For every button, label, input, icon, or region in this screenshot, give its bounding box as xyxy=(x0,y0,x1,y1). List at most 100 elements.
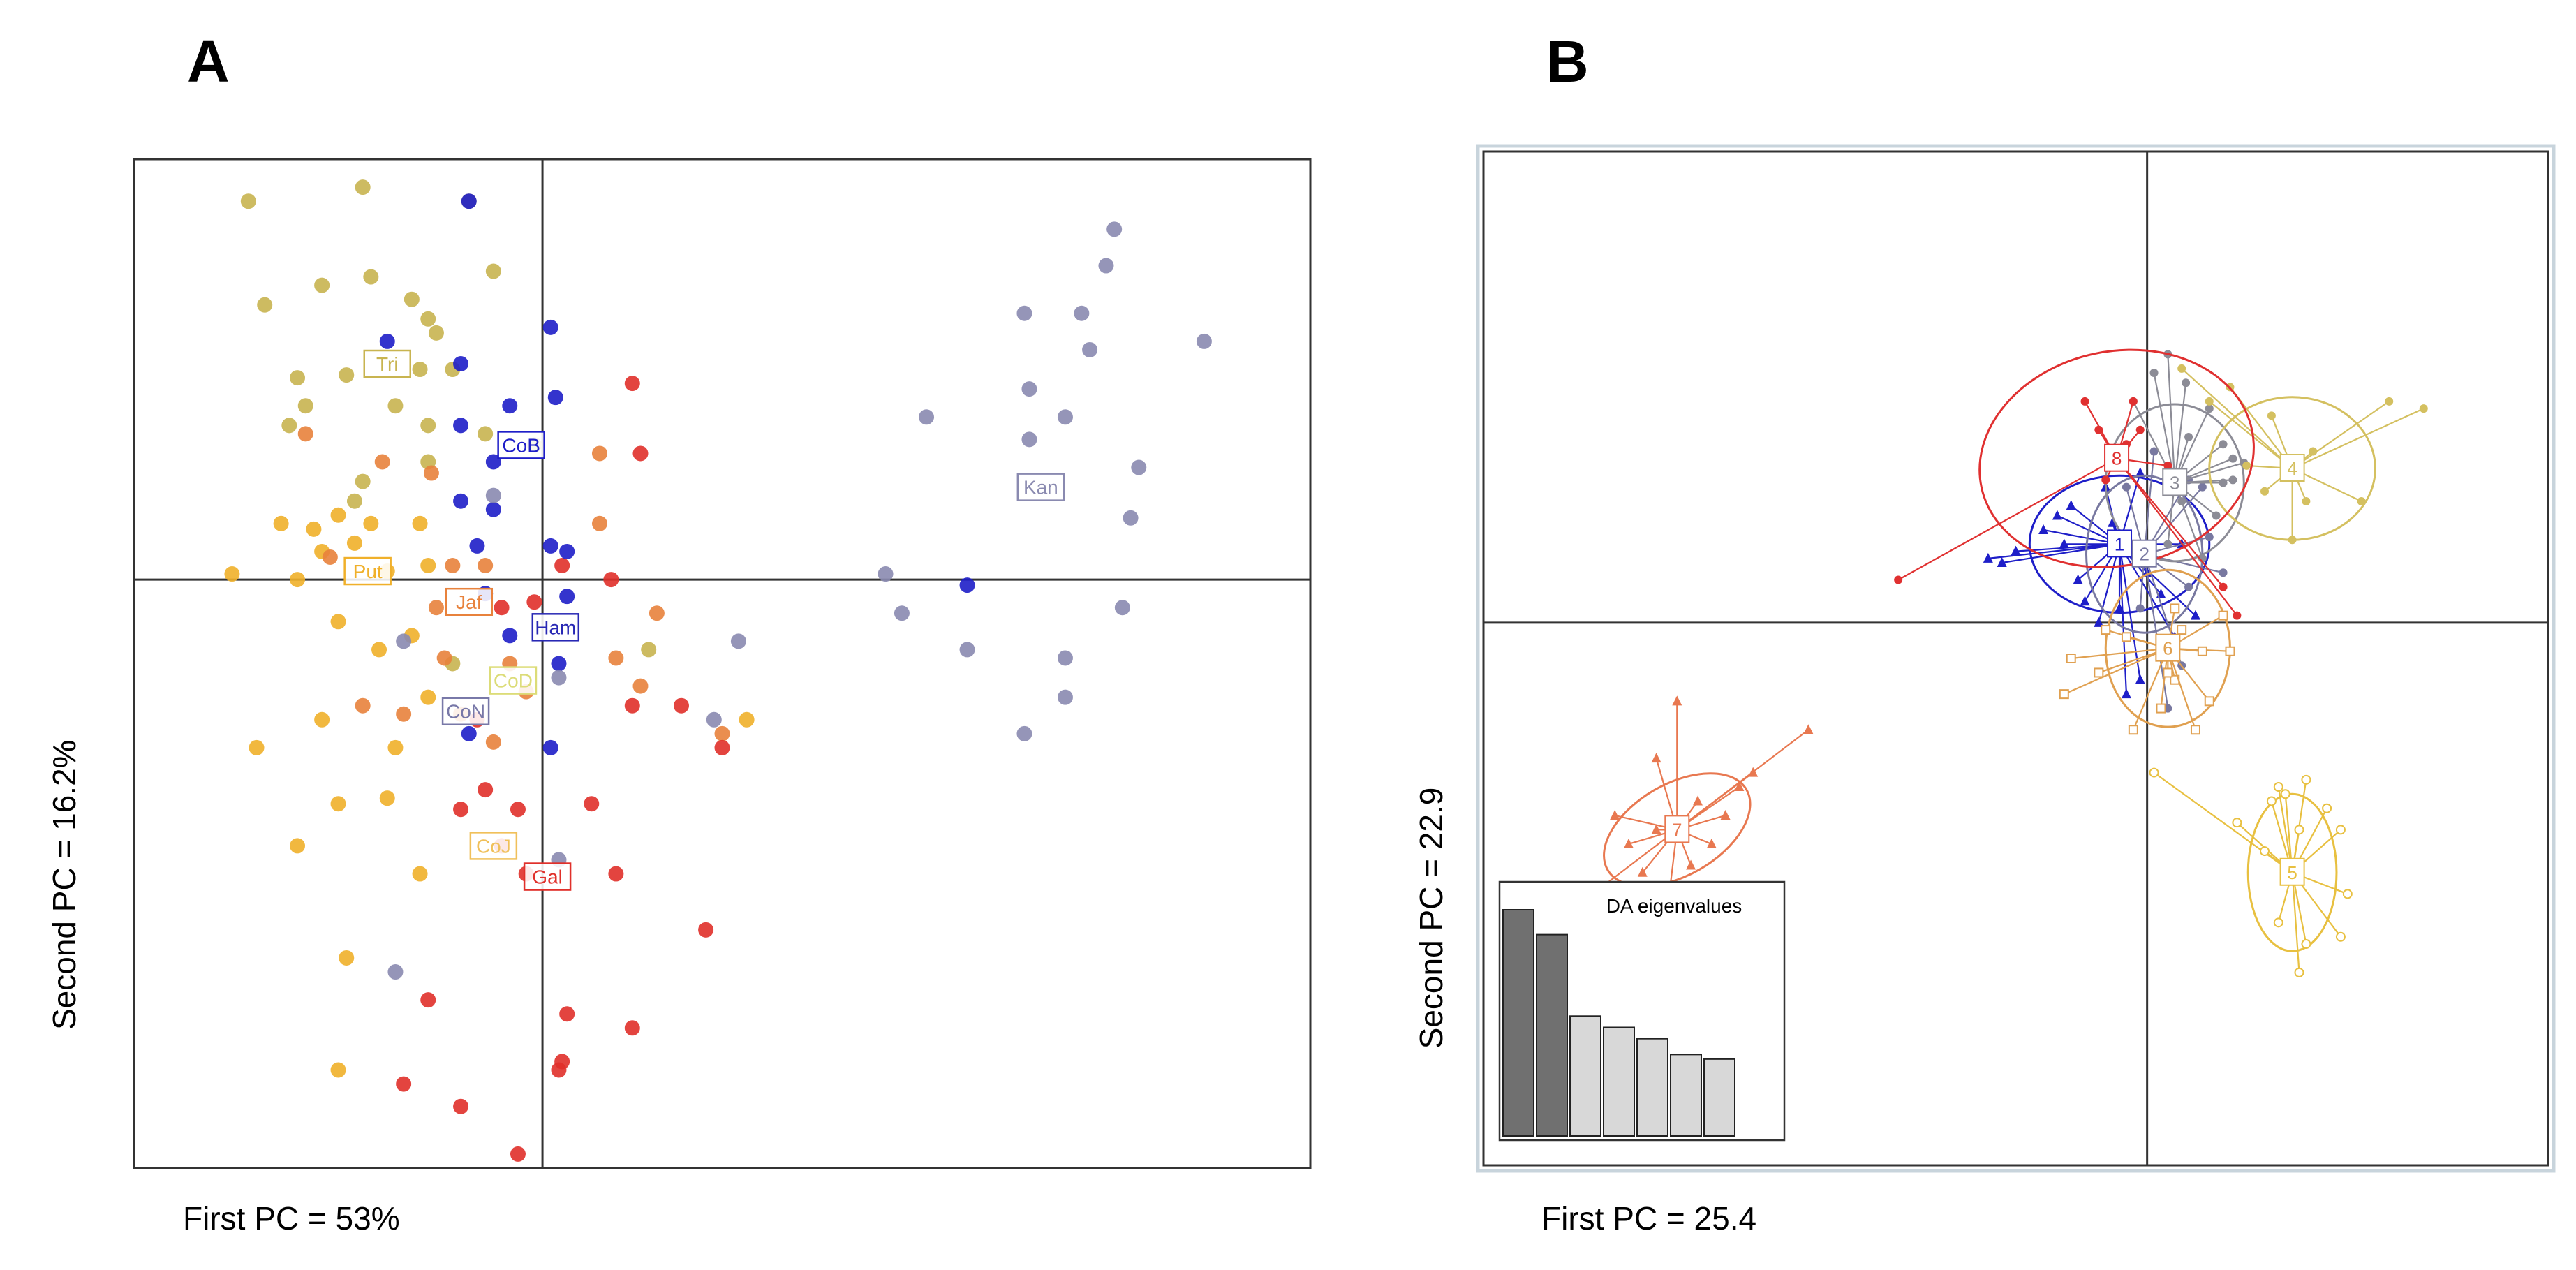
point-group-6 xyxy=(2225,646,2235,656)
label-box-con xyxy=(441,697,490,725)
point-group-6 xyxy=(2128,725,2138,735)
spoke-group-6 xyxy=(2132,648,2169,730)
point-kan xyxy=(1196,333,1212,349)
spoke-group-2 xyxy=(2143,451,2155,554)
point-tri xyxy=(387,398,404,414)
cluster-box-4 xyxy=(2279,454,2305,482)
point-group-4 xyxy=(2419,404,2428,413)
point-gal xyxy=(584,796,600,812)
point-kan xyxy=(894,605,910,621)
point-kan xyxy=(387,964,404,980)
point-kan xyxy=(485,487,501,503)
label-jaf: Jaf xyxy=(456,591,482,613)
point-group-6 xyxy=(2121,632,2131,642)
spoke-group-1 xyxy=(2001,543,2120,564)
point-kan xyxy=(1074,305,1090,321)
point-gal xyxy=(396,1076,412,1092)
point-kan xyxy=(1016,725,1032,741)
point-gal xyxy=(608,866,624,882)
label-box-cod xyxy=(489,666,538,695)
point-kan xyxy=(1021,431,1037,448)
point-group-1 xyxy=(2038,524,2049,534)
label-box-jaf xyxy=(445,587,494,616)
point-put xyxy=(273,515,289,531)
point-tri xyxy=(290,370,306,386)
point-group-1 xyxy=(2073,574,2083,584)
label-tri: Tri xyxy=(376,353,399,375)
spoke-group-1 xyxy=(2043,529,2120,545)
point-put xyxy=(330,796,346,812)
point-cob xyxy=(559,589,575,605)
point-group-5 xyxy=(2335,931,2346,942)
spoke-group-4 xyxy=(2291,400,2390,469)
point-put xyxy=(739,711,755,728)
label-box-put xyxy=(343,556,392,586)
point-group-3 xyxy=(2163,540,2172,549)
label-box-ham xyxy=(531,613,580,642)
spoke-group-3 xyxy=(2174,383,2187,483)
point-group-2 xyxy=(2135,604,2145,613)
point-group-4 xyxy=(2357,497,2366,506)
spoke-group-6 xyxy=(2167,648,2197,730)
point-group-7 xyxy=(1720,809,1731,820)
point-cob xyxy=(547,390,563,406)
point-gal xyxy=(714,739,730,755)
spoke-group-4 xyxy=(2292,408,2425,470)
point-jaf xyxy=(297,426,313,442)
point-group-1 xyxy=(2080,596,2090,606)
point-group-7 xyxy=(1637,866,1648,877)
point-put xyxy=(346,535,362,551)
point-group-3 xyxy=(2149,368,2159,377)
point-group-4 xyxy=(2267,411,2276,420)
point-tri xyxy=(297,398,313,414)
point-group-7 xyxy=(1651,824,1661,834)
point-kan xyxy=(1123,510,1139,526)
point-tri xyxy=(346,493,362,509)
point-group-6 xyxy=(2218,610,2228,621)
label-box-kan xyxy=(1016,473,1065,501)
point-put xyxy=(330,507,346,523)
point-jaf xyxy=(445,558,461,574)
spoke-group-6 xyxy=(2064,647,2168,695)
label-con: CoN xyxy=(446,701,485,723)
point-jaf xyxy=(632,678,649,694)
panel-a-letter: A xyxy=(187,29,230,94)
point-group-8 xyxy=(2135,425,2145,434)
spoke-group-5 xyxy=(2291,872,2300,973)
point-put xyxy=(314,711,330,728)
point-tri xyxy=(257,297,273,313)
label-gal: Gal xyxy=(532,866,563,888)
point-cob xyxy=(469,538,485,554)
point-tri xyxy=(428,325,444,341)
point-group-3 xyxy=(2212,511,2221,520)
point-group-3 xyxy=(2228,475,2237,485)
spoke-group-6 xyxy=(2071,647,2168,660)
point-cob xyxy=(379,333,395,349)
point-jaf xyxy=(423,465,439,481)
label-box-coj xyxy=(469,832,518,860)
point-kan xyxy=(1082,341,1098,357)
point-group-3 xyxy=(2205,404,2214,413)
point-gal xyxy=(510,802,526,818)
spoke-group-1 xyxy=(2119,543,2176,637)
panel-a-plot: Tri Put Jaf CoD CoJ Gal CoB Ham CoN Kan xyxy=(133,158,1312,1169)
point-group-7 xyxy=(1706,838,1717,848)
point-put xyxy=(330,1062,346,1078)
point-group-5 xyxy=(2322,803,2332,813)
point-put xyxy=(387,739,404,755)
point-tri xyxy=(641,642,657,658)
point-group-6 xyxy=(2190,725,2200,735)
spoke-group-8 xyxy=(2116,457,2224,588)
point-group-4 xyxy=(2385,397,2394,406)
point-put xyxy=(420,689,436,705)
spoke-group-1 xyxy=(1987,543,2120,559)
point-group-5 xyxy=(2301,939,2311,950)
ellipse-group-7 xyxy=(1603,772,1752,887)
point-group-2 xyxy=(2219,568,2228,577)
eigen-inset-title: DA eigenvalues xyxy=(1606,895,1742,917)
cluster-label-8: 8 xyxy=(2112,448,2122,469)
point-kan xyxy=(396,633,412,649)
point-tri xyxy=(412,362,428,378)
point-kan xyxy=(1131,459,1147,475)
